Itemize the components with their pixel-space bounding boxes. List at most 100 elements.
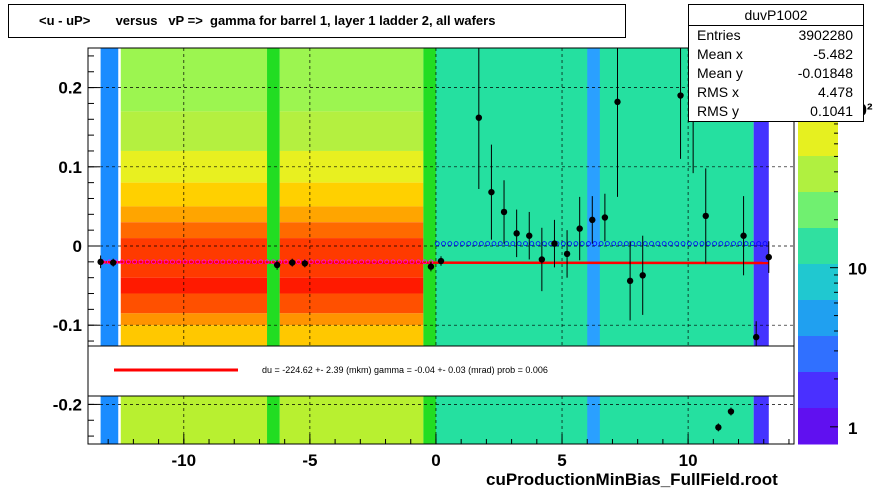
profile-point <box>409 259 415 265</box>
profile-point <box>611 241 617 247</box>
x-tick-label: 5 <box>557 451 566 470</box>
profile-point <box>138 259 144 265</box>
profile-point <box>504 241 509 247</box>
profile-point <box>731 241 736 247</box>
profile-point <box>119 259 125 265</box>
profile-point <box>157 259 163 265</box>
profile-point <box>560 241 566 247</box>
data-point <box>765 253 772 261</box>
heatmap-cell-mid <box>279 206 424 223</box>
profile-point <box>497 241 503 247</box>
color-scale-cell <box>798 192 838 229</box>
data-point <box>289 259 296 266</box>
profile-point <box>579 241 585 247</box>
profile-point <box>686 241 692 247</box>
x-tick-label: -10 <box>172 451 197 470</box>
heatmap-cell-mid <box>279 182 424 207</box>
data-point <box>677 92 684 99</box>
stats-box: duvP1002 Entries 3902280 Mean x -5.482 Mea… <box>688 4 864 122</box>
stats-row-mean-y: Mean y -0.01848 <box>689 64 863 83</box>
profile-point <box>674 241 680 247</box>
profile-point <box>182 259 188 265</box>
profile-point <box>378 259 383 265</box>
profile-point <box>649 241 654 247</box>
heatmap-cell-gap <box>267 48 280 444</box>
stats-value: 3902280 <box>798 27 853 43</box>
profile-point <box>214 259 219 265</box>
profile-point <box>680 241 686 247</box>
fit-layer <box>103 260 769 265</box>
heatmap-cell-mid <box>279 277 424 294</box>
z-tick-label: 1 <box>848 419 857 438</box>
profile-point <box>327 259 333 265</box>
heatmap-cell-mid <box>279 222 424 239</box>
profile-point <box>321 259 327 265</box>
profile-point <box>270 259 276 265</box>
profile-point <box>359 259 364 265</box>
heatmap-cell-left <box>120 293 268 314</box>
fit-legend: du = -224.62 +- 2.39 (mkm) gamma = -0.04… <box>87 345 795 397</box>
profile-point <box>718 241 724 247</box>
profile-point <box>712 241 717 247</box>
data-point <box>752 333 760 341</box>
stats-key: Entries <box>697 27 741 43</box>
profile-point <box>453 241 459 247</box>
stats-key: Mean y <box>697 65 743 81</box>
profile-point <box>340 259 346 265</box>
heatmap-cell-left <box>120 325 268 345</box>
profile-point <box>535 241 541 247</box>
heatmap-cell-mid <box>279 325 424 345</box>
data-point <box>727 408 735 415</box>
y-tick-label: 0.2 <box>58 79 82 98</box>
profile-point <box>617 241 623 247</box>
color-scale-cell <box>798 120 838 157</box>
profile-point <box>252 259 257 265</box>
profile-point <box>630 241 636 247</box>
color-scale: 11010² <box>798 48 873 445</box>
data-point <box>614 98 621 106</box>
profile-point <box>724 241 730 247</box>
color-scale-cell <box>798 408 838 445</box>
profile-point <box>567 241 572 247</box>
heatmap-cell-mid <box>279 111 424 151</box>
data-point <box>551 240 558 247</box>
profile-point <box>163 259 169 265</box>
profile-point <box>371 259 377 265</box>
heatmap-cell-left <box>120 48 268 112</box>
profile-point <box>623 241 629 247</box>
data-point <box>576 225 583 232</box>
heatmap-cell-left <box>120 182 268 207</box>
profile-point <box>346 259 352 265</box>
x-tick-label: -5 <box>302 451 317 470</box>
data-point <box>301 260 309 267</box>
data-point <box>526 232 533 239</box>
profile-point <box>264 259 270 265</box>
data-point <box>273 261 281 269</box>
stats-row-entries: Entries 3902280 <box>689 26 863 45</box>
color-scale-cell <box>798 336 838 373</box>
stats-row-rms-x: RMS x 4.478 <box>689 83 863 102</box>
profile-point <box>390 259 396 265</box>
profile-point <box>144 259 150 265</box>
data-point <box>437 257 445 265</box>
profile-point <box>573 241 579 247</box>
profile-point <box>478 241 484 247</box>
profile-point <box>491 241 497 247</box>
color-scale-cell <box>798 372 838 409</box>
profile-point <box>529 241 535 247</box>
profile-point <box>447 241 453 247</box>
profile-point <box>315 259 320 265</box>
profile-point <box>201 259 207 265</box>
heatmap-cell-mid <box>279 293 424 314</box>
profile-point <box>245 259 251 265</box>
x-tick-label: 10 <box>679 451 698 470</box>
fit-line <box>103 260 769 265</box>
heatmap-cell-left <box>120 111 268 151</box>
data-point <box>475 114 483 121</box>
profile-point <box>485 241 491 247</box>
stats-value: 4.478 <box>817 84 853 100</box>
profile-point <box>207 259 213 265</box>
profile-point <box>510 241 516 247</box>
heatmap-cell-mid <box>279 238 424 278</box>
